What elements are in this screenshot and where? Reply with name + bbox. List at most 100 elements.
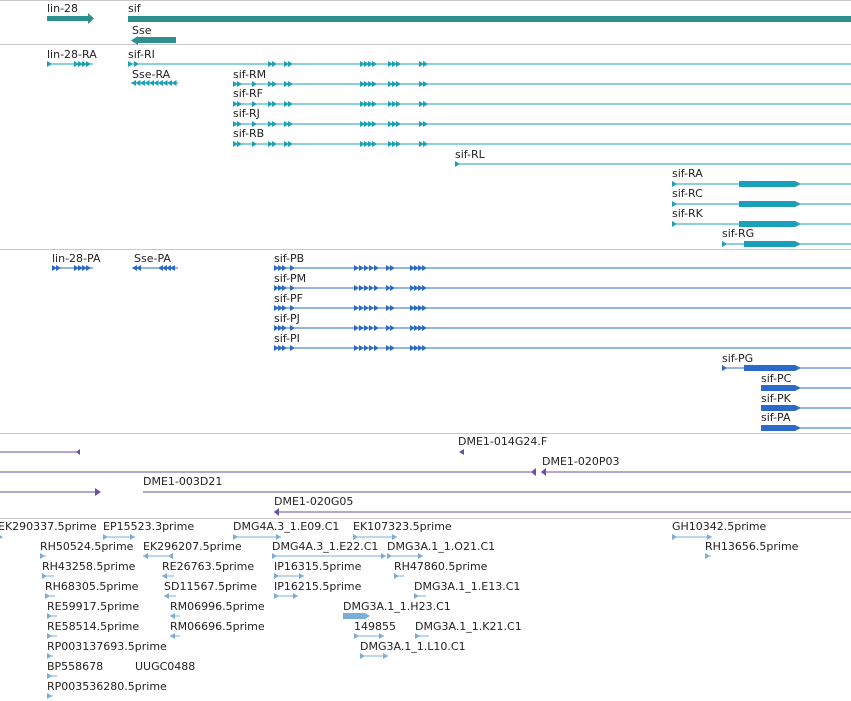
est-RE26763.5prime[interactable]: RE26763.5prime	[162, 560, 254, 579]
est-RH68305.5prime[interactable]: RH68305.5prime	[45, 580, 139, 599]
feature-label: lin-28	[47, 2, 78, 15]
feature-label: DMG3A.1_1.E13.C1	[414, 580, 520, 593]
feature-label: sif-RI	[128, 48, 155, 61]
protein-sif-PA[interactable]: sif-PA	[761, 411, 851, 431]
track-separator	[0, 44, 851, 45]
feature-label: SD11567.5prime	[164, 580, 257, 593]
feature-label: sif-RG	[722, 227, 754, 240]
est-DMG3A.1_1.K21.C1[interactable]: DMG3A.1_1.K21.C1	[415, 620, 522, 639]
transcript-sif-RF[interactable]: sif-RF	[233, 87, 851, 107]
track-separator	[0, 433, 851, 434]
feature-label: EK296207.5prime	[143, 540, 242, 553]
est-RM06696.5prime[interactable]: RM06696.5prime	[170, 620, 265, 639]
feature-label: DMG3A.1_1.K21.C1	[415, 620, 522, 633]
feature-label: sif-PJ	[274, 312, 300, 325]
feature-label: RH13656.5prime	[705, 540, 799, 553]
est-EP15523.3prime[interactable]: EP15523.3prime	[103, 520, 194, 540]
feature-label: RP003137693.5prime	[47, 640, 167, 653]
feature-label: sif-PC	[761, 372, 792, 385]
feature-label: 149855	[354, 620, 396, 633]
est-RM06996.5prime[interactable]: RM06996.5prime	[170, 600, 265, 619]
est-BP558678[interactable]: BP558678	[47, 660, 103, 679]
transcript-sif-RA[interactable]: sif-RA	[672, 167, 851, 187]
feature-label: GH10342.5prime	[672, 520, 767, 533]
feature-label: RM06996.5prime	[170, 600, 265, 613]
protein-sif-PK[interactable]: sif-PK	[761, 392, 851, 411]
feature-label: Sse-RA	[132, 68, 171, 81]
protein-sif-PJ[interactable]: sif-PJ	[274, 312, 851, 331]
protein-sif-PC[interactable]: sif-PC	[761, 372, 851, 391]
clone-DME1-020G05[interactable]: DME1-020G05	[274, 495, 851, 516]
est-RE59917.5prime[interactable]: RE59917.5prime	[47, 600, 139, 619]
est-DMG3A.1_1.O21.C1[interactable]: DMG3A.1_1.O21.C1	[387, 540, 495, 559]
est-DMG4A.3_1.E09.C1[interactable]: DMG4A.3_1.E09.C1	[233, 520, 339, 540]
est-RH13656.5prime[interactable]: RH13656.5prime	[705, 540, 799, 559]
feature-label: RE26763.5prime	[162, 560, 254, 573]
transcript-sif-RC[interactable]: sif-RC	[672, 187, 851, 207]
est-RH47860.5prime[interactable]: RH47860.5prime	[394, 560, 488, 579]
feature-label: DMG4A.3_1.E22.C1	[272, 540, 378, 553]
feature-label: DMG3A.1_1.H23.C1	[343, 600, 451, 613]
est-RH50524.5prime[interactable]: RH50524.5prime	[40, 540, 134, 559]
feature-label: sif-PM	[274, 272, 306, 285]
est-IP16215.5prime[interactable]: IP16215.5prime	[274, 580, 362, 599]
est-DMG3A.1_1.H23.C1[interactable]: DMG3A.1_1.H23.C1	[343, 600, 451, 619]
est-SD11567.5prime[interactable]: SD11567.5prime	[164, 580, 257, 599]
protein-sif-PF[interactable]: sif-PF	[274, 292, 851, 311]
clone-left-2[interactable]	[0, 468, 536, 476]
est-DMG3A.1_1.L10.C1[interactable]: DMG3A.1_1.L10.C1	[360, 640, 466, 659]
protein-sif-PI[interactable]: sif-PI	[274, 332, 851, 351]
est-EK296207.5prime[interactable]: EK296207.5prime	[143, 540, 242, 559]
protein-sif-PB[interactable]: sif-PB	[274, 252, 851, 271]
est-IP16315.5prime[interactable]: IP16315.5prime	[274, 560, 362, 579]
protein-sif-PM[interactable]: sif-PM	[274, 272, 851, 291]
est-RP003137693.5prime[interactable]: RP003137693.5prime	[47, 640, 167, 659]
clone-left-3[interactable]	[0, 488, 101, 496]
clone-DME1-003D21[interactable]: DME1-003D21	[143, 475, 851, 493]
track-separator	[0, 0, 851, 1]
est-UUGC0488[interactable]: UUGC0488	[135, 660, 195, 673]
est-EK107323.5prime[interactable]: EK107323.5prime	[353, 520, 452, 540]
feature-label: RE59917.5prime	[47, 600, 139, 613]
feature-label: sif-PB	[274, 252, 304, 265]
est-DMG3A.1_1.E13.C1[interactable]: DMG3A.1_1.E13.C1	[414, 580, 520, 599]
feature-label: sif-RC	[672, 187, 703, 200]
est-RH43258.5prime[interactable]: RH43258.5prime	[42, 560, 136, 579]
track-separator	[0, 518, 851, 519]
est-EK290337.5prime[interactable]: EK290337.5prime	[0, 520, 97, 540]
gene-sif[interactable]: sif	[128, 2, 851, 22]
feature-label: UUGC0488	[135, 660, 195, 673]
protein-sse-PA[interactable]: Sse-PA	[132, 252, 178, 271]
gene-lin-28[interactable]: lin-28	[47, 2, 94, 24]
clone-DME1-020P03[interactable]: DME1-020P03	[541, 455, 851, 476]
protein-lin-28-PA[interactable]: lin-28-PA	[52, 252, 101, 271]
est-GH10342.5prime[interactable]: GH10342.5prime	[672, 520, 767, 540]
gene-sse[interactable]: Sse	[131, 24, 176, 45]
est-DMG4A.3_1.E22.C1[interactable]: DMG4A.3_1.E22.C1	[272, 540, 386, 559]
transcript-sif-RM[interactable]: sif-RM	[233, 68, 851, 87]
feature-label: sif-RA	[672, 167, 703, 180]
est-RP003536280.5prime[interactable]: RP003536280.5prime	[47, 680, 167, 699]
transcript-sif-RK[interactable]: sif-RK	[672, 207, 851, 227]
feature-label: lin-28-PA	[52, 252, 101, 265]
transcript-sif-RI[interactable]: sif-RI	[128, 48, 851, 67]
transcript-sif-RL[interactable]: sif-RL	[455, 148, 851, 167]
protein-sif-PG[interactable]: sif-PG	[722, 352, 851, 371]
transcript-lin-28-RA[interactable]: lin-28-RA	[47, 48, 97, 67]
feature-label: DMG4A.3_1.E09.C1	[233, 520, 339, 533]
transcript-sif-RB[interactable]: sif-RB	[233, 127, 851, 147]
transcript-sif-RJ[interactable]: sif-RJ	[233, 107, 851, 127]
feature-label: DME1-020G05	[274, 495, 353, 508]
est-149855[interactable]: 149855	[354, 620, 396, 639]
feature-label: sif-RL	[455, 148, 486, 161]
track-separator	[0, 249, 851, 250]
feature-label: sif-RF	[233, 87, 263, 100]
feature-label: sif-RK	[672, 207, 704, 220]
transcript-sse-ra[interactable]: Sse-RA	[131, 68, 178, 86]
feature-label: sif-RB	[233, 127, 264, 140]
clone-left-1[interactable]	[0, 449, 80, 455]
est-RE58514.5prime[interactable]: RE58514.5prime	[47, 620, 139, 639]
transcript-sif-RG[interactable]: sif-RG	[722, 227, 851, 247]
clone-DME1-014G24.F[interactable]: DME1-014G24.F	[458, 435, 547, 455]
